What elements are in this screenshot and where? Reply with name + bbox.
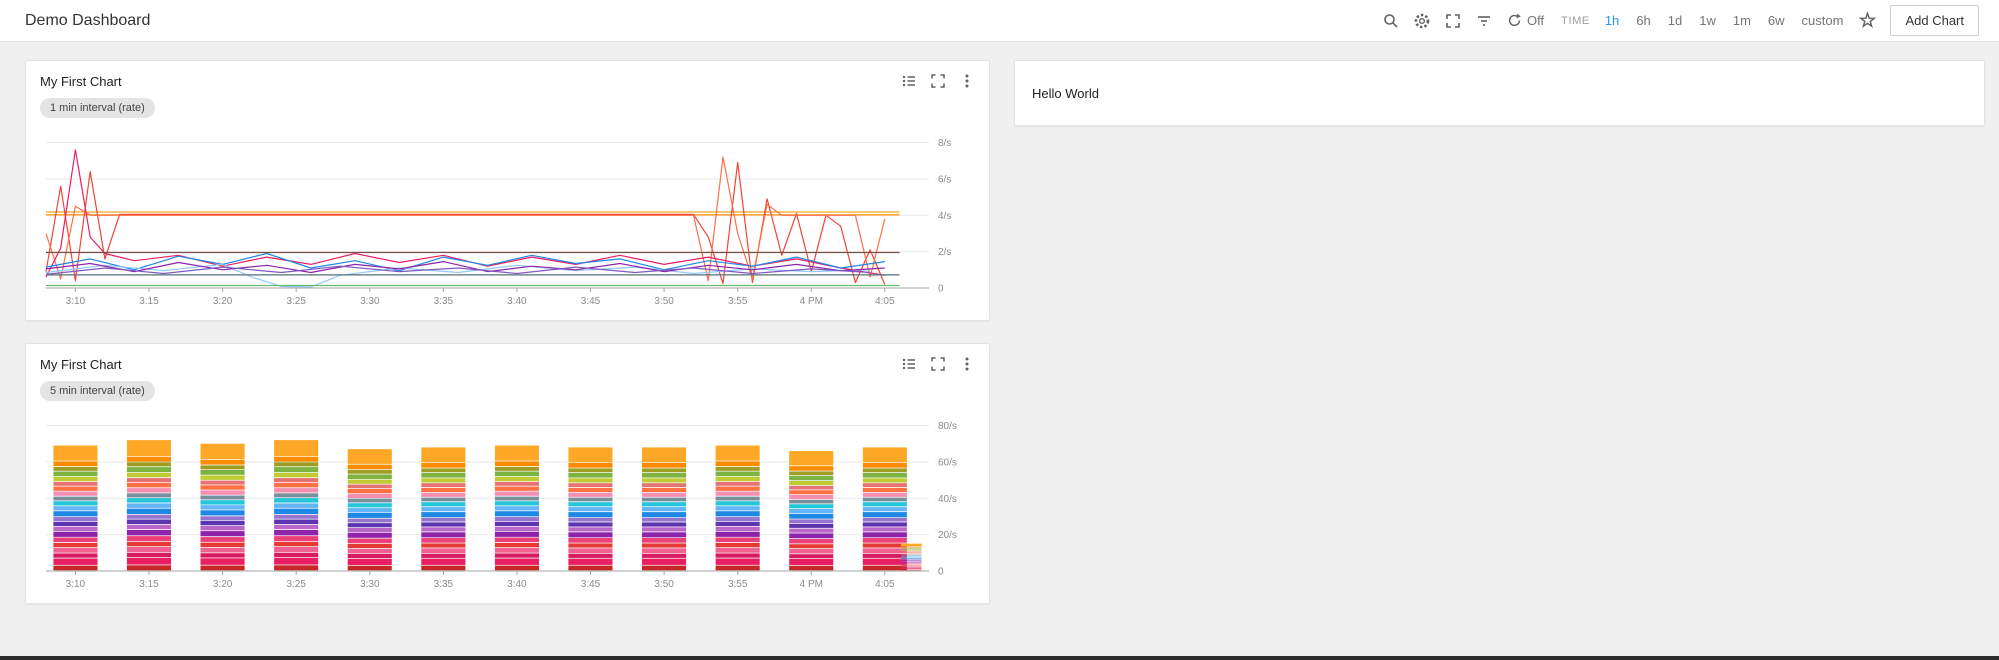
svg-text:3:30: 3:30 (360, 296, 380, 307)
svg-text:4 PM: 4 PM (800, 579, 823, 590)
svg-text:40/s: 40/s (938, 494, 957, 505)
chart-card-line: My First Chart 1 min interval (rate) 0 2/… (25, 60, 990, 321)
interval-badge[interactable]: 1 min interval (rate) (40, 98, 155, 118)
svg-text:0: 0 (938, 284, 944, 295)
svg-text:20/s: 20/s (938, 530, 957, 541)
svg-text:3:55: 3:55 (728, 296, 748, 307)
svg-text:4:05: 4:05 (875, 296, 895, 307)
svg-text:3:35: 3:35 (434, 296, 454, 307)
svg-text:3:40: 3:40 (507, 579, 527, 590)
svg-text:3:50: 3:50 (654, 296, 674, 307)
svg-text:3:25: 3:25 (286, 579, 306, 590)
legend-icon[interactable] (901, 356, 917, 372)
refresh-state-label: Off (1527, 13, 1545, 28)
kebab-menu-icon[interactable] (959, 356, 975, 372)
svg-text:8/s: 8/s (938, 138, 951, 149)
svg-text:4:05: 4:05 (875, 579, 895, 590)
time-label: TIME (1561, 14, 1590, 27)
time-range-custom[interactable]: custom (1801, 13, 1844, 28)
svg-text:3:30: 3:30 (360, 579, 380, 590)
filter-icon[interactable] (1475, 12, 1493, 30)
svg-text:3:15: 3:15 (139, 296, 159, 307)
svg-text:3:45: 3:45 (581, 296, 601, 307)
svg-text:0: 0 (938, 567, 944, 578)
interval-badge[interactable]: 5 min interval (rate) (40, 381, 155, 401)
svg-text:3:10: 3:10 (66, 296, 86, 307)
line-chart[interactable]: 0 2/s 4/s 6/s 8/s 3:10 3:15 3:20 3:25 3:30 3:35 3:4… (40, 120, 975, 312)
time-range-1d[interactable]: 1d (1667, 13, 1683, 28)
time-range-1m[interactable]: 1m (1732, 13, 1751, 28)
hello-text: Hello World (1032, 85, 1099, 101)
search-icon[interactable] (1382, 12, 1400, 30)
stacked-bar-chart[interactable]: 0 20/s 40/s 60/s 80/s 3:10 3:15 3:20 3:25 3:30 3:3… (40, 403, 975, 595)
svg-text:4 PM: 4 PM (800, 296, 823, 307)
bottom-edge-bar (0, 656, 1999, 660)
settings-gear-icon[interactable] (1413, 12, 1431, 30)
add-chart-button[interactable]: Add Chart (1890, 5, 1979, 36)
time-range-1h[interactable]: 1h (1604, 13, 1620, 28)
svg-text:3:10: 3:10 (66, 579, 86, 590)
chart-card-bars: My First Chart 5 min interval (rate) 0 20… (25, 343, 990, 604)
left-column: My First Chart 1 min interval (rate) 0 2/… (25, 60, 990, 604)
dashboard-grid: My First Chart 1 min interval (rate) 0 2/… (0, 42, 1999, 604)
toolbar: Off TIME 1h 6h 1d 1w 1m 6w custom Add Ch… (1382, 5, 1979, 36)
chart-title: My First Chart (40, 73, 122, 89)
fullscreen-icon[interactable] (1444, 12, 1462, 30)
top-bar: Demo Dashboard Off TIME 1h 6h 1d 1w 1m 6… (0, 0, 1999, 42)
text-card: Hello World (1014, 60, 1985, 126)
svg-text:3:55: 3:55 (728, 579, 748, 590)
auto-refresh-toggle[interactable]: Off (1506, 12, 1544, 29)
svg-text:60/s: 60/s (938, 457, 957, 468)
svg-text:3:20: 3:20 (213, 296, 233, 307)
svg-text:3:40: 3:40 (507, 296, 527, 307)
expand-icon[interactable] (930, 356, 946, 372)
svg-text:3:35: 3:35 (434, 579, 454, 590)
refresh-icon (1506, 12, 1523, 29)
svg-text:3:25: 3:25 (286, 296, 306, 307)
svg-text:3:15: 3:15 (139, 579, 159, 590)
svg-text:3:45: 3:45 (581, 579, 601, 590)
kebab-menu-icon[interactable] (959, 73, 975, 89)
expand-icon[interactable] (930, 73, 946, 89)
chart-title: My First Chart (40, 356, 122, 372)
svg-text:2/s: 2/s (938, 247, 951, 258)
time-range-1w[interactable]: 1w (1699, 13, 1716, 28)
favorite-star-icon[interactable] (1858, 11, 1877, 30)
legend-icon[interactable] (901, 73, 917, 89)
time-range-6h[interactable]: 6h (1636, 13, 1651, 28)
svg-text:3:20: 3:20 (213, 579, 233, 590)
svg-text:4/s: 4/s (938, 211, 951, 222)
svg-text:80/s: 80/s (938, 421, 957, 432)
svg-text:3:50: 3:50 (654, 579, 674, 590)
page-title: Demo Dashboard (25, 11, 151, 29)
svg-text:6/s: 6/s (938, 174, 951, 185)
right-column: Hello World (1014, 60, 1985, 126)
time-range-6w[interactable]: 6w (1767, 13, 1785, 28)
